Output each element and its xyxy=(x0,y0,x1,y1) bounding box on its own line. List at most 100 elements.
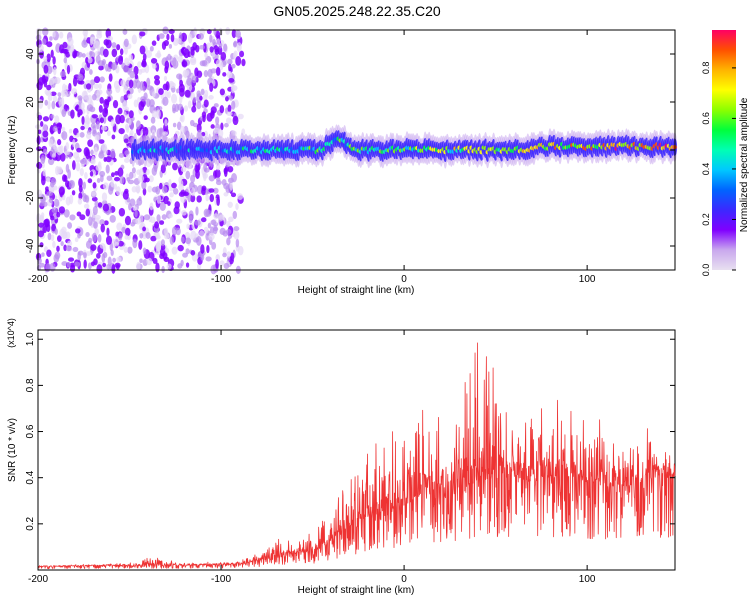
spectrogram-noise-cell xyxy=(206,42,211,50)
spectrogram-noise-cell xyxy=(89,171,94,177)
spectrogram-noise-cell xyxy=(67,257,75,262)
snr-ytick-label: 0.2 xyxy=(25,516,36,530)
spectrogram-noise-cell xyxy=(146,257,153,266)
spectrogram-noise-cell xyxy=(144,177,150,183)
spectrogram-noise-cell xyxy=(96,121,100,130)
spectrogram-noise-cell xyxy=(42,130,49,138)
spectrogram-noise-cell xyxy=(190,187,196,197)
spectrogram-noise-cell xyxy=(171,226,178,236)
spectrogram-noise-cell xyxy=(139,232,144,239)
spectrogram-noise-cell xyxy=(192,42,198,51)
spectrogram-noise-cell xyxy=(134,209,138,218)
spectrogram-noise-cell xyxy=(154,78,161,86)
spectrogram-noise-cell xyxy=(228,216,234,223)
spectrogram-noise-cell xyxy=(158,33,165,39)
spectrogram-ytick-label: 0 xyxy=(25,147,36,153)
spectrogram-noise-cell xyxy=(46,177,51,183)
spectrogram-noise-cell xyxy=(92,205,98,216)
spectrogram-noise-cell xyxy=(117,167,124,178)
spectrogram-noise-cell xyxy=(193,27,197,36)
spectrogram-noise-cell xyxy=(218,214,225,221)
spectrogram-noise-cell xyxy=(50,215,55,221)
spectrogram-noise-cell xyxy=(180,166,187,173)
spectrogram-noise-cell xyxy=(71,88,78,95)
spectrogram-noise-cell xyxy=(63,209,70,218)
spectrogram-noise-cell xyxy=(225,27,231,35)
spectrogram-noise-cell xyxy=(85,83,92,90)
spectrogram-noise-cell xyxy=(115,114,121,125)
spectrogram-noise-cell xyxy=(228,78,235,83)
spectrogram-noise-cell xyxy=(210,110,215,119)
spectrogram-noise-cell xyxy=(239,50,245,58)
spectrogram-noise-cell xyxy=(186,77,193,86)
spectrogram-noise-cell xyxy=(168,213,173,219)
spectrogram-noise-cell xyxy=(62,41,68,49)
spectrogram-noise-cell xyxy=(56,211,61,218)
spectrogram-noise-cell xyxy=(135,120,141,130)
spectrogram-noise-cell xyxy=(162,131,168,136)
spectrogram-noise-cell xyxy=(227,201,233,208)
spectrogram-noise-cell xyxy=(52,31,56,38)
spectrogram-noise-cell xyxy=(69,194,74,205)
spectrogram-noise-cell xyxy=(237,113,244,120)
spectrogram-noise-cell xyxy=(89,50,93,56)
spectrogram-noise-cell xyxy=(208,188,215,193)
spectrogram-noise-cell xyxy=(37,114,43,121)
spectrogram-noise-cell xyxy=(177,55,184,63)
spectrogram-noise-cell xyxy=(79,159,87,164)
spectrogram-noise-cell xyxy=(43,64,49,74)
spectrogram-noise-cell xyxy=(53,254,60,263)
spectrogram-noise-cell xyxy=(138,101,145,111)
spectrogram-noise-cell xyxy=(49,262,56,272)
spectrogram-noise-cell xyxy=(106,227,110,237)
spectrogram-noise-cell xyxy=(235,203,239,211)
spectrogram-noise-cell xyxy=(45,263,51,272)
spectrogram-noise-cell xyxy=(172,122,177,128)
spectrogram-noise-cell xyxy=(66,261,71,268)
spectrogram-noise-cell xyxy=(80,125,85,131)
spectrogram-noise-cell xyxy=(199,44,206,50)
spectrogram-noise-cell xyxy=(181,60,188,68)
spectrogram-noise-cell xyxy=(198,33,204,40)
snr-panel: -200 -100 0 100 0.2 0.4 0.6 0.8 1.0 Height of st… xyxy=(6,318,676,596)
spectrogram-noise-cell xyxy=(179,116,183,122)
spectrogram-noise-cell xyxy=(128,110,134,119)
spectrogram-noise-cell xyxy=(129,130,134,136)
spectrogram-noise-cell xyxy=(110,148,116,159)
spectrogram-noise-cell xyxy=(207,222,212,229)
spectrogram-noise-cell xyxy=(54,228,58,235)
spectrogram-noise-cell xyxy=(74,237,79,243)
spectrogram-noise-cell xyxy=(182,252,188,258)
spectrogram-noise-cell xyxy=(134,74,139,80)
spectrogram-noise-cell xyxy=(213,103,219,108)
spectrogram-noise-cell xyxy=(151,40,157,46)
spectrogram-noise-cell xyxy=(91,191,97,197)
spectrogram-noise-cell xyxy=(203,172,207,182)
spectrogram-noise-cell xyxy=(212,39,216,46)
spectrogram-noise-cell xyxy=(230,252,235,261)
spectrogram-noise-cell xyxy=(96,89,103,96)
spectrogram-noise-cell xyxy=(212,187,219,194)
spectrogram-noise-cell xyxy=(234,30,241,38)
spectrogram-noise-cell xyxy=(78,177,83,188)
spectrogram-noise-cell xyxy=(91,114,99,119)
spectrogram-noise-cell xyxy=(145,232,151,239)
spectrogram-noise-cell xyxy=(208,95,214,100)
spectrogram-noise-cell xyxy=(146,77,151,87)
spectrogram-noise-cell xyxy=(52,56,56,65)
spectrogram-noise-cell xyxy=(155,62,160,72)
spectrogram-noise-cell xyxy=(209,82,214,92)
spectrogram-noise-cell xyxy=(125,125,130,133)
spectrogram-noise-cell xyxy=(213,27,217,36)
spectrogram-noise-cell xyxy=(177,103,184,111)
snr-xtick-label: -200 xyxy=(28,574,48,585)
spectrogram-noise-cell xyxy=(137,174,144,183)
spectrogram-noise-cell xyxy=(59,145,64,155)
spectrogram-noise-cell xyxy=(185,248,190,255)
spectrogram-noise-cell xyxy=(213,127,220,135)
spectrogram-noise-cell xyxy=(169,192,174,198)
spectrogram-noise-cell xyxy=(231,29,237,39)
spectrogram-ytick-label: -20 xyxy=(25,190,36,205)
spectrogram-noise-cell xyxy=(159,220,165,225)
spectrogram-noise-cell xyxy=(99,243,106,249)
